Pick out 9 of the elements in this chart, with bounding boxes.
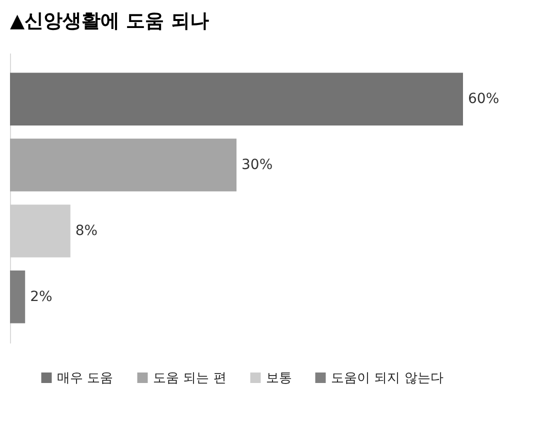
data-label: 30%	[242, 157, 273, 174]
data-label: 2%	[30, 288, 52, 305]
legend-label: 도움 되는 편	[153, 370, 226, 386]
chart-title: ▲신앙생활에 도움 되나	[10, 10, 209, 32]
data-label: 8%	[75, 222, 98, 239]
legend-label: 매우 도움	[57, 370, 114, 386]
legend-label: 도움이 되지 않는다	[331, 370, 444, 386]
legend-label: 보통	[266, 370, 292, 386]
data-label: 60%	[468, 91, 500, 108]
